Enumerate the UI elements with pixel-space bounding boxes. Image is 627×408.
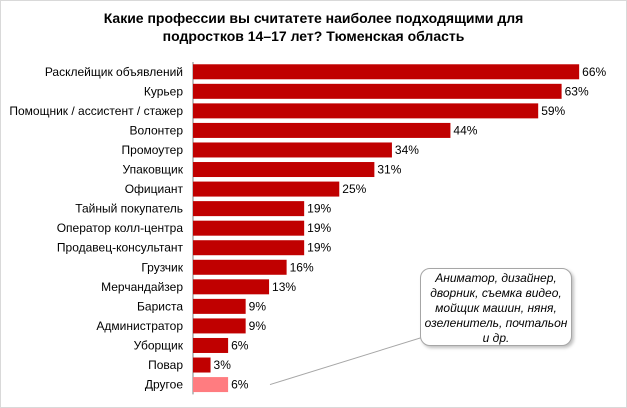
bar <box>193 377 229 393</box>
bar <box>193 318 246 334</box>
data-label: 44% <box>453 123 477 137</box>
annotation-line: дворник, съемка видео, <box>430 286 562 300</box>
category-label: Расклейщик объявлений <box>45 65 183 79</box>
data-label: 19% <box>307 202 331 216</box>
category-label: Тайный покупатель <box>75 202 183 216</box>
category-label: Упаковщик <box>122 163 183 177</box>
data-label: 66% <box>582 65 606 79</box>
bar <box>193 240 305 256</box>
category-label: Волонтер <box>129 123 183 137</box>
category-label: Мерчандайзер <box>101 280 183 294</box>
data-label: 63% <box>565 84 589 98</box>
data-label: 31% <box>377 163 401 177</box>
annotation-callout: Аниматор, дизайнер, дворник, съемка виде… <box>420 268 572 346</box>
bar <box>193 298 246 314</box>
bar <box>193 142 392 158</box>
bar <box>193 279 270 295</box>
chart-title-line-1: Какие профессии вы считатете наиболее по… <box>103 10 524 26</box>
data-label: 9% <box>249 299 267 313</box>
bar <box>193 259 287 275</box>
bar <box>193 357 211 373</box>
callout-leader-line <box>269 329 447 386</box>
annotation-line: озеленитель, почтальон <box>424 316 568 330</box>
bar <box>193 201 305 217</box>
bar <box>193 122 451 138</box>
bar <box>193 83 562 99</box>
bar <box>193 64 580 80</box>
category-label: Курьер <box>144 84 183 98</box>
category-label: Грузчик <box>141 260 183 274</box>
data-label: 9% <box>249 319 267 333</box>
data-label: 34% <box>395 143 419 157</box>
data-label: 13% <box>272 280 296 294</box>
category-label: Оператор колл-центра <box>57 221 184 235</box>
category-label: Администратор <box>96 319 183 333</box>
data-label: 6% <box>231 378 249 392</box>
category-label: Помощник / ассистент / стажер <box>9 104 183 118</box>
bar <box>193 337 229 353</box>
category-label: Официант <box>125 182 184 196</box>
data-label: 19% <box>307 221 331 235</box>
data-label: 25% <box>342 182 366 196</box>
data-label: 19% <box>307 241 331 255</box>
category-label: Другое <box>145 378 183 392</box>
bar <box>193 181 340 197</box>
data-label: 59% <box>541 104 565 118</box>
category-label: Промоутер <box>122 143 184 157</box>
category-label: Продавец-консультант <box>57 241 184 255</box>
data-label: 6% <box>231 338 249 352</box>
annotation-line: мойщик машин, няня, <box>435 301 557 315</box>
annotation-line: Аниматор, дизайнер, <box>435 271 557 285</box>
category-label: Уборщик <box>134 338 184 352</box>
data-label: 16% <box>290 260 314 274</box>
category-label: Бариста <box>137 299 183 313</box>
category-label: Повар <box>148 358 183 372</box>
bar <box>193 220 305 236</box>
chart-title-line-2: подростков 14–17 лет? Тюменская область <box>162 28 465 44</box>
bar <box>193 103 539 119</box>
annotation-line: и др. <box>482 331 510 345</box>
data-label: 3% <box>214 358 232 372</box>
bar <box>193 162 375 178</box>
chart-title: Какие профессии вы считатете наиболее по… <box>0 9 627 45</box>
